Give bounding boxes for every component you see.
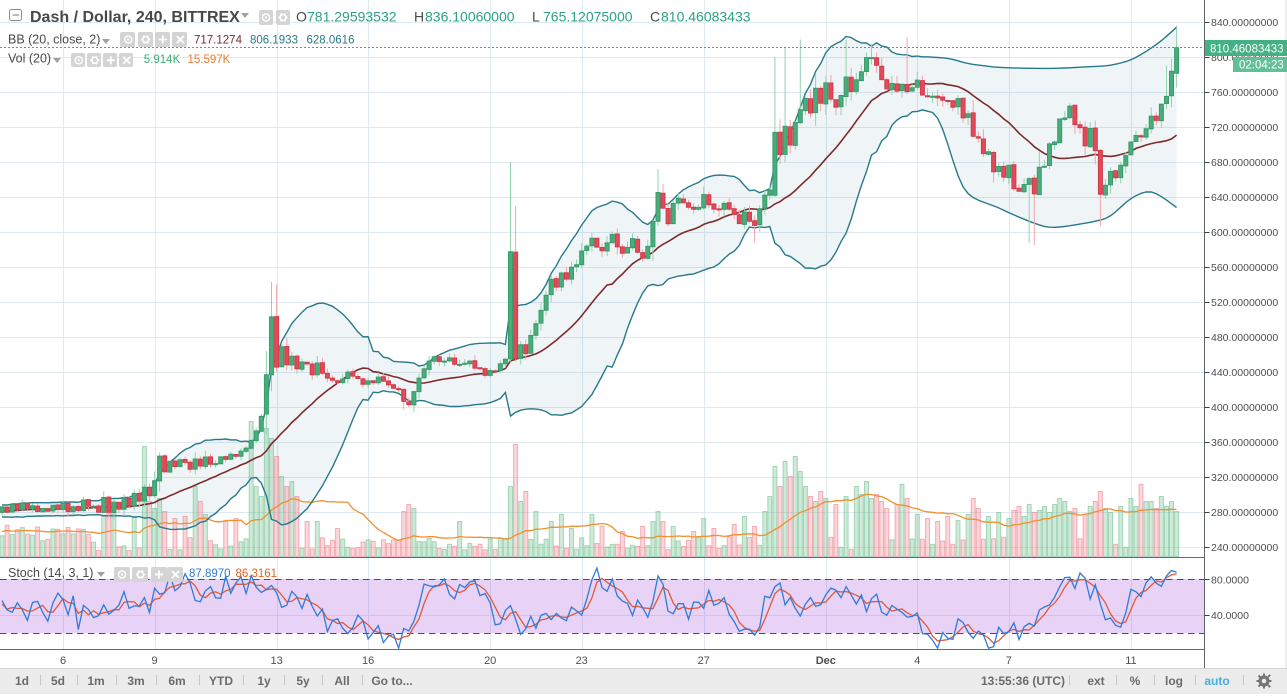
svg-text:781.29593532: 781.29593532 [307, 9, 397, 25]
svg-text:27: 27 [698, 655, 710, 667]
svg-text:810.46083433: 810.46083433 [661, 9, 751, 25]
svg-text:5d: 5d [51, 674, 65, 688]
svg-text:23: 23 [576, 655, 588, 667]
svg-text:810.46083433: 810.46083433 [1210, 44, 1284, 56]
svg-text:628.0616: 628.0616 [307, 35, 355, 47]
svg-text:15.597K: 15.597K [188, 54, 231, 66]
svg-text:440.00000000: 440.00000000 [1211, 367, 1278, 379]
svg-text:auto: auto [1204, 674, 1229, 688]
svg-text:O: O [296, 9, 307, 25]
svg-text:86.3161: 86.3161 [236, 568, 278, 580]
svg-text:40.0000: 40.0000 [1211, 610, 1249, 622]
svg-text:Dec: Dec [816, 655, 836, 667]
svg-text:9: 9 [152, 655, 158, 667]
svg-text:836.10060000: 836.10060000 [425, 9, 515, 25]
svg-text:765.12075000: 765.12075000 [543, 9, 633, 25]
svg-text:ext: ext [1087, 674, 1104, 688]
svg-text:360.00000000: 360.00000000 [1211, 437, 1278, 449]
svg-text:240.00000000: 240.00000000 [1211, 542, 1278, 554]
svg-text:%: % [1130, 674, 1141, 688]
svg-text:Vol (20): Vol (20) [8, 52, 51, 66]
svg-text:80.0000: 80.0000 [1211, 574, 1249, 586]
svg-text:02:04:23: 02:04:23 [1239, 60, 1284, 72]
svg-text:320.00000000: 320.00000000 [1211, 472, 1278, 484]
svg-text:Stoch (14, 3, 1): Stoch (14, 3, 1) [8, 566, 93, 580]
svg-text:5y: 5y [296, 674, 310, 688]
svg-text:log: log [1165, 674, 1183, 688]
svg-text:1d: 1d [15, 674, 29, 688]
svg-text:3m: 3m [127, 674, 144, 688]
svg-text:480.00000000: 480.00000000 [1211, 332, 1278, 344]
svg-text:13:55:36 (UTC): 13:55:36 (UTC) [981, 674, 1065, 688]
svg-text:L: L [532, 9, 540, 25]
svg-text:720.00000000: 720.00000000 [1211, 122, 1278, 134]
svg-text:20: 20 [484, 655, 496, 667]
svg-text:717.1274: 717.1274 [194, 35, 243, 47]
svg-text:H: H [414, 9, 424, 25]
svg-text:4: 4 [914, 655, 920, 667]
svg-text:13: 13 [270, 655, 282, 667]
svg-text:520.00000000: 520.00000000 [1211, 297, 1278, 309]
svg-text:760.00000000: 760.00000000 [1211, 87, 1278, 99]
svg-text:600.00000000: 600.00000000 [1211, 227, 1278, 239]
svg-text:87.8970: 87.8970 [189, 568, 231, 580]
svg-text:640.00000000: 640.00000000 [1211, 192, 1278, 204]
svg-text:680.00000000: 680.00000000 [1211, 157, 1278, 169]
svg-text:BB (20, close, 2): BB (20, close, 2) [8, 33, 100, 47]
svg-text:1y: 1y [257, 674, 271, 688]
svg-text:7: 7 [1006, 655, 1012, 667]
svg-text:6: 6 [60, 655, 66, 667]
svg-text:840.00000000: 840.00000000 [1211, 17, 1278, 29]
svg-text:280.00000000: 280.00000000 [1211, 507, 1278, 519]
svg-text:806.1933: 806.1933 [250, 35, 298, 47]
svg-text:Go to...: Go to... [371, 674, 412, 688]
svg-text:Dash / Dollar, 240, BITTREX: Dash / Dollar, 240, BITTREX [30, 9, 240, 26]
svg-text:16: 16 [362, 655, 374, 667]
svg-text:1m: 1m [87, 674, 104, 688]
svg-text:6m: 6m [168, 674, 185, 688]
svg-text:5.914K: 5.914K [144, 54, 181, 66]
svg-text:C: C [650, 9, 660, 25]
svg-text:560.00000000: 560.00000000 [1211, 262, 1278, 274]
svg-text:YTD: YTD [209, 674, 233, 688]
svg-text:All: All [334, 674, 349, 688]
svg-text:400.00000000: 400.00000000 [1211, 402, 1278, 414]
svg-text:11: 11 [1125, 655, 1136, 667]
